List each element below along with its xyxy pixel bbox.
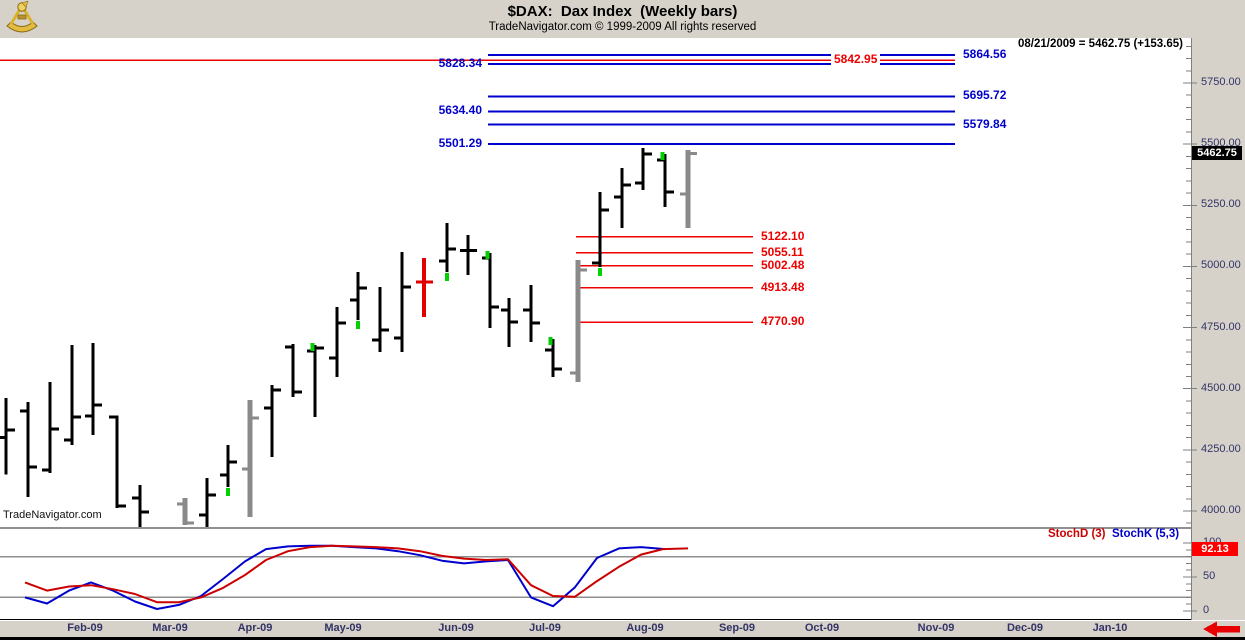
tradenavigator-logo-icon <box>6 1 38 33</box>
chart-subtitle: TradeNavigator.com © 1999-2009 All right… <box>488 21 757 33</box>
chart-title: $DAX: Dax Index (Weekly bars) <box>507 3 738 20</box>
last-bar-readout: 08/21/2009 = 5462.75 (+153.65) <box>1018 38 1183 50</box>
price-chart-area[interactable] <box>0 38 1191 527</box>
watermark: TradeNavigator.com <box>3 509 102 521</box>
last-price-badge: 5462.75 <box>1192 146 1242 160</box>
stochastic-panel[interactable] <box>0 527 1191 620</box>
price-axis <box>1191 38 1245 620</box>
stoch-d-legend[interactable]: StochD (3) <box>1048 528 1106 540</box>
time-axis <box>0 621 1245 637</box>
stoch-k-legend[interactable]: StochK (5,3) <box>1112 528 1180 540</box>
window-bottom-edge <box>0 637 1245 640</box>
chart-header: $DAX: Dax Index (Weekly bars) TradeNavig… <box>0 0 1245 39</box>
stoch-value-badge: 92.13 <box>1192 542 1238 556</box>
